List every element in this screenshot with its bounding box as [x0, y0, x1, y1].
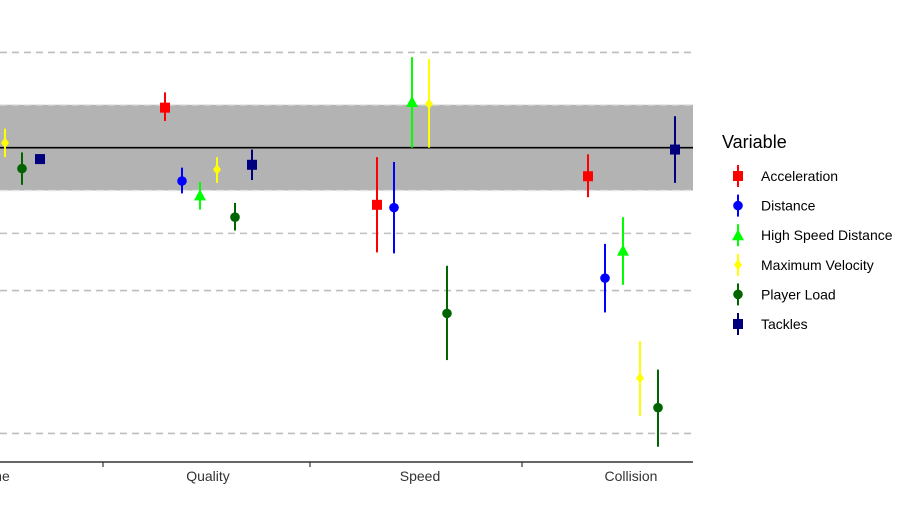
legend-title: Variable	[722, 132, 787, 152]
data-point	[425, 98, 433, 110]
legend-label: Player Load	[761, 286, 836, 302]
x-tick-label: Speed	[400, 468, 440, 484]
legend-label: Distance	[761, 198, 816, 214]
data-point	[670, 144, 680, 155]
legend-key-symbol	[733, 171, 743, 181]
data-point	[230, 212, 240, 222]
data-point	[600, 273, 610, 283]
data-point	[653, 402, 663, 413]
legend-label: Tackles	[761, 316, 808, 332]
legend-label: High Speed Distance	[761, 227, 893, 243]
x-tick-label: me	[0, 468, 10, 484]
data-point	[194, 189, 206, 201]
data-point	[442, 308, 452, 319]
legend-key-symbol	[733, 200, 743, 211]
data-point	[177, 176, 187, 186]
legend: Variable Acceleration Distance High Speed …	[722, 132, 893, 335]
legend-key-symbol	[732, 229, 744, 241]
data-point	[247, 159, 257, 170]
legend-key-symbol	[734, 259, 742, 271]
legend-label: Maximum Velocity	[761, 257, 874, 273]
x-tick-label: Quality	[186, 468, 230, 484]
data-point	[636, 372, 644, 384]
x-tick-label: Collision	[605, 468, 658, 484]
data-point	[372, 199, 382, 210]
data-point	[389, 202, 399, 213]
data-point	[17, 163, 27, 174]
data-point	[617, 244, 629, 256]
data-point	[583, 171, 593, 182]
data-point	[160, 102, 170, 113]
chart-marks	[1, 57, 680, 447]
data-point	[1, 137, 9, 149]
legend-label: Acceleration	[761, 168, 838, 184]
data-point	[35, 154, 45, 165]
legend-key-symbol	[733, 289, 743, 300]
data-point	[406, 95, 418, 108]
legend-key-symbol	[733, 319, 743, 329]
data-point	[213, 164, 221, 176]
plot-panel	[0, 51, 693, 435]
x-axis: me Quality Speed Collision	[0, 461, 693, 484]
